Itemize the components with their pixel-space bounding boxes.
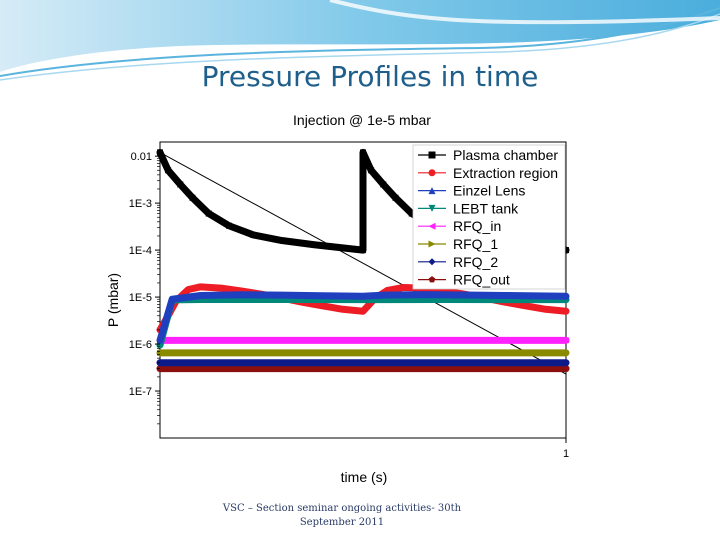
legend-label: Extraction region [453,165,558,181]
data-point [217,285,224,292]
footer-text: VSC – Section seminar ongoing activities… [212,502,472,530]
data-point [189,194,196,201]
data-point [360,247,366,254]
data-point [408,210,415,217]
data-point [392,194,399,201]
chart-title: Injection @ 1e-5 mbar [293,112,431,128]
y-tick-label: 1E-3 [129,198,152,210]
legend-label: RFQ_1 [453,236,498,252]
data-point [360,293,366,300]
data-point [157,149,163,156]
y-tick-label: 1E-4 [129,245,152,257]
y-tick-label: 1E-5 [129,292,152,304]
banner-wave-line [329,0,720,25]
legend-label: RFQ_out [453,272,510,288]
data-point [319,292,326,299]
data-point [400,284,407,291]
legend-marker [428,187,436,195]
data-point [563,349,569,356]
data-point [319,302,326,309]
series-line [156,291,570,344]
banner-wave [0,0,720,72]
data-point [360,308,366,315]
data-point [420,291,427,298]
data-point [165,167,172,174]
data-point [205,210,212,217]
data-point [177,181,184,188]
data-point [197,292,204,299]
data-point [563,308,569,315]
data-point [226,222,233,229]
data-point [563,337,569,344]
footer-line-1: VSC – Section seminar ongoing activities… [222,503,462,514]
legend-marker [428,204,436,212]
series-rfq-2 [156,359,570,367]
legend-marker [428,169,436,177]
footer-line-2: September 2011 [299,517,385,528]
data-point [364,303,371,310]
data-point [380,181,387,188]
banner-wave-line [0,13,720,81]
y-tick-label: 1E-7 [129,386,152,398]
data-point [563,365,569,371]
data-point [278,237,285,244]
legend-label: Plasma chamber [453,147,558,163]
legend-label: LEBT tank [453,200,519,216]
series-rfq-1 [156,349,570,357]
series-rfq-out [156,365,570,373]
x-axis-title: time (s) [341,469,388,485]
data-point [368,167,375,174]
series-einzel-lens [156,291,570,344]
legend-label: RFQ_2 [453,254,498,270]
data-point [278,292,285,299]
legend-marker [428,151,436,159]
data-point [563,247,569,254]
legend-marker [428,222,436,230]
series-rfq-in [156,336,570,344]
header-banner [0,0,720,81]
legend-marker [428,276,436,283]
data-point [169,296,176,303]
data-point [461,291,468,298]
data-point [563,359,569,366]
legend-marker [428,258,436,266]
data-point [250,231,257,238]
data-point [542,306,549,313]
data-point [197,283,204,290]
legend: Plasma chamber Extraction region Einzel Le… [412,144,566,290]
y-tick-label: 0.01 [131,151,152,163]
data-point [522,302,529,309]
data-point [502,292,509,299]
data-point [339,306,346,313]
legend-marker [428,240,436,248]
data-point [360,149,366,156]
data-point [185,286,192,293]
legend-label: Einzel Lens [453,183,525,199]
data-point [380,292,387,299]
legend-box [412,144,566,290]
banner-wave-line [0,7,720,77]
page-title: Pressure Profiles in time [201,60,539,93]
data-point [311,241,318,248]
data-point [157,337,163,344]
data-point [563,293,569,300]
y-tick-label: 1E-6 [129,339,152,351]
x-tick-label: 1 [563,448,569,460]
legend-label: RFQ_in [453,218,501,234]
data-point [238,291,245,298]
y-axis-title: P (mbar) [105,273,121,327]
